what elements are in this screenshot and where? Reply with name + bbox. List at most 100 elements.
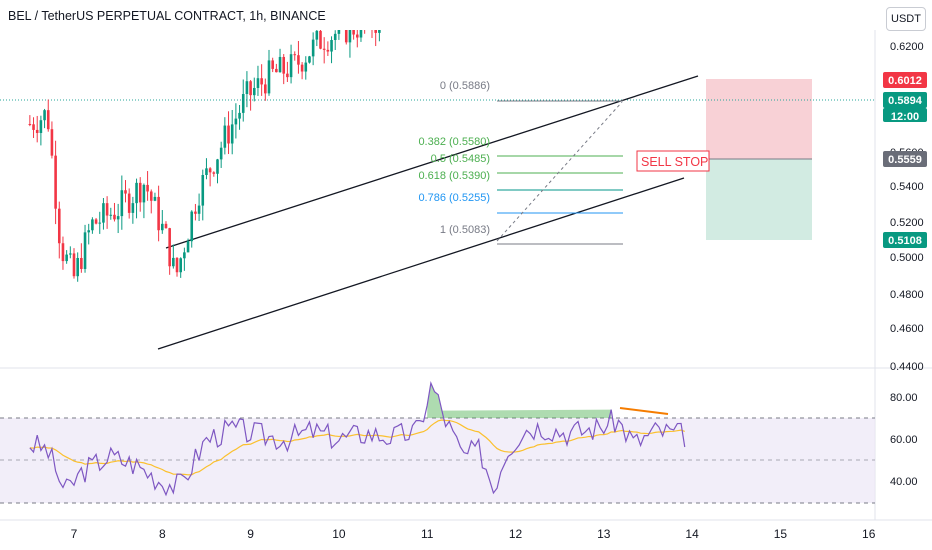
fib-level-label: 0.618 (0.5390) bbox=[418, 170, 490, 182]
candle-body bbox=[344, 30, 348, 43]
candle-body bbox=[385, 6, 388, 15]
candle-body bbox=[194, 211, 197, 214]
candle-body bbox=[238, 112, 241, 119]
candle-body bbox=[113, 214, 116, 220]
price-axis-badge-label: 12:00 bbox=[891, 111, 919, 123]
candle-body bbox=[80, 257, 83, 269]
candle-body bbox=[286, 73, 289, 78]
rsi-tick-label: 40.00 bbox=[890, 476, 918, 488]
candle-body bbox=[367, 10, 370, 23]
candle-body bbox=[109, 214, 113, 216]
candle-body bbox=[348, 30, 352, 43]
candle-body bbox=[219, 147, 223, 160]
candle-body bbox=[105, 203, 109, 216]
price-axis-badge bbox=[883, 232, 927, 248]
candle-body bbox=[98, 222, 102, 224]
price-axis-badge-label: 0.5108 bbox=[888, 235, 922, 247]
price-tick-label: 0.5000 bbox=[890, 252, 924, 264]
fib-level-label: 1 (0.5083) bbox=[440, 224, 490, 236]
candle-body bbox=[297, 55, 300, 65]
candle-body bbox=[146, 184, 149, 192]
time-tick-label: 9 bbox=[247, 527, 254, 541]
candle-body bbox=[341, 16, 344, 19]
candle-body bbox=[54, 155, 57, 209]
candle-body bbox=[378, 30, 381, 33]
time-tick-label: 8 bbox=[159, 527, 166, 541]
price-axis-badge-label: 0.5894 bbox=[888, 95, 923, 107]
candle-body bbox=[87, 230, 91, 233]
candle-body bbox=[278, 56, 282, 73]
candle-body bbox=[39, 120, 43, 133]
candle-body bbox=[32, 124, 35, 130]
time-tick-label: 10 bbox=[332, 527, 346, 541]
candle-body bbox=[164, 223, 168, 229]
candle-body bbox=[94, 219, 98, 224]
candle-body bbox=[175, 257, 179, 273]
candle-body bbox=[230, 124, 234, 144]
currency-button[interactable]: USDT bbox=[886, 7, 926, 31]
candle-body bbox=[76, 257, 79, 277]
time-tick-label: 11 bbox=[421, 527, 434, 541]
candle-body bbox=[153, 196, 157, 201]
candle-body bbox=[293, 54, 297, 56]
price-tick-label: 0.6200 bbox=[890, 41, 924, 53]
candle-body bbox=[43, 110, 46, 121]
chart-title: BEL / TetherUS PERPETUAL CONTRACT, 1h, B… bbox=[8, 9, 326, 23]
candle-body bbox=[208, 168, 212, 173]
candle-body bbox=[157, 196, 160, 231]
rsi-tick-label: 80.00 bbox=[890, 392, 918, 404]
candle-body bbox=[374, 30, 377, 33]
time-tick-label: 15 bbox=[774, 527, 788, 541]
rsi-line bbox=[29, 380, 686, 497]
candle-body bbox=[61, 243, 65, 262]
time-tick-label: 13 bbox=[597, 527, 611, 541]
fib-level-label: 0.786 (0.5255) bbox=[418, 192, 490, 204]
candle-body bbox=[168, 228, 171, 267]
candle-body bbox=[116, 216, 120, 220]
price-axis-badge-label: 0.5559 bbox=[888, 154, 922, 166]
candle-body bbox=[179, 258, 182, 273]
channel-upper-line bbox=[165, 75, 699, 249]
candle-body bbox=[135, 182, 138, 204]
candle-body bbox=[333, 33, 337, 41]
price-tick-label: 0.4400 bbox=[890, 361, 924, 373]
time-tick-label: 12 bbox=[509, 527, 523, 541]
take-profit-zone bbox=[706, 159, 812, 240]
candle-body bbox=[359, 30, 363, 38]
fib-level-label: 0.5 (0.5485) bbox=[431, 153, 490, 165]
rsi-overbought-fill bbox=[427, 383, 612, 418]
sell-stop-box[interactable] bbox=[636, 150, 710, 172]
fib-level-label: 0.382 (0.5580) bbox=[418, 136, 490, 148]
price-tick-label: 0.5400 bbox=[890, 181, 924, 193]
candle-body bbox=[311, 39, 315, 57]
rsi-tick-label: 60.00 bbox=[890, 434, 918, 446]
candle-body bbox=[197, 205, 201, 214]
candle-body bbox=[382, 6, 385, 8]
candle-body bbox=[46, 110, 50, 130]
candle-body bbox=[183, 252, 186, 259]
candle-body bbox=[138, 182, 142, 203]
candle-body bbox=[389, 0, 392, 15]
time-tick-label: 16 bbox=[862, 527, 876, 541]
candle-body bbox=[102, 203, 105, 223]
candle-body bbox=[69, 253, 72, 255]
time-tick-label: 7 bbox=[71, 527, 78, 541]
candle-body bbox=[120, 190, 124, 217]
candle-body bbox=[260, 78, 263, 85]
candle-body bbox=[216, 159, 219, 174]
time-tick-label: 14 bbox=[685, 527, 699, 541]
candle-body bbox=[264, 84, 267, 94]
candle-body bbox=[142, 184, 146, 203]
candle-body bbox=[83, 232, 87, 269]
candle-body bbox=[315, 30, 319, 40]
candle-body bbox=[271, 60, 274, 69]
candle-body bbox=[50, 129, 54, 156]
candle-body bbox=[282, 56, 286, 74]
candle-body bbox=[190, 211, 194, 242]
candle-body bbox=[337, 30, 341, 34]
price-axis-badge bbox=[883, 92, 927, 108]
price-axis-badge bbox=[883, 72, 927, 88]
candle-body bbox=[205, 168, 208, 175]
candle-body bbox=[355, 34, 359, 38]
